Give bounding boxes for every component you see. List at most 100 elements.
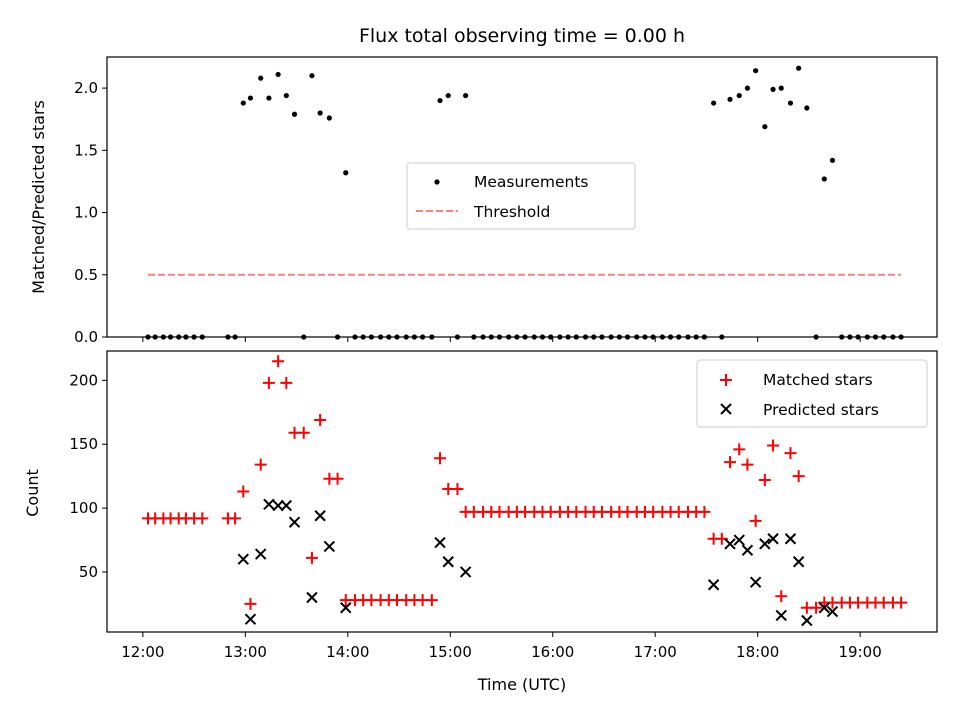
measurement-point [326, 115, 332, 121]
bottom-y-tick-label: 200 [69, 371, 98, 389]
predicted-star-point [442, 556, 454, 568]
measurement-point [770, 86, 776, 92]
bottom-x-tick-label: 19:00 [839, 643, 882, 661]
bottom-axis-ticks: 50 100 150 200 12:00 13:00 14:00 15:00 16:00 17:0… [69, 371, 881, 661]
matched-star-point [272, 355, 285, 368]
matched-legend-label: Matched stars [763, 371, 873, 389]
matched-star-point [262, 376, 275, 389]
matched-star-point [758, 474, 771, 487]
matched-star-point [698, 505, 711, 518]
measurement-point [240, 100, 246, 106]
top-y-tick-label: 1.0 [74, 204, 98, 222]
predicted-legend-label: Predicted stars [763, 401, 879, 419]
matched-legend-marker [720, 374, 732, 386]
measurement-point [762, 124, 768, 130]
matched-star-point [434, 452, 447, 465]
bottom-x-tick-label: 14:00 [326, 643, 369, 661]
bottom-legend-box [696, 359, 928, 428]
measurement-point [275, 71, 281, 78]
top-y-tick-label: 0.5 [74, 266, 98, 284]
matched-star-point [451, 482, 464, 495]
predicted-star-point [784, 533, 797, 545]
measurement-point [778, 85, 784, 91]
predicted-star-point [724, 538, 736, 550]
predicted-star-point [733, 534, 745, 546]
top-axis-ticks: 0.0 0.5 1.0 1.5 2.0 [74, 79, 861, 346]
matched-star-point [254, 458, 267, 471]
measurement-point [736, 92, 742, 99]
matched-star-point [244, 597, 257, 610]
measurement-point [796, 65, 802, 71]
measurement-point [283, 92, 289, 99]
measurement-point [829, 157, 836, 163]
matched-star-point [297, 426, 310, 439]
measurement-point [711, 100, 717, 106]
measurement-point [258, 75, 264, 81]
measurement-point [266, 95, 272, 101]
predicted-star-point [792, 556, 805, 568]
bottom-y-tick-label: 50 [79, 563, 98, 581]
predicted-star-point [818, 602, 830, 614]
measurement-point [247, 95, 254, 101]
top-legend: Measurements Threshold [406, 162, 636, 230]
predicted-star-point [775, 609, 787, 622]
threshold-legend-label: Threshold [473, 203, 550, 221]
bottom-y-axis-label: Count [23, 469, 42, 517]
bottom-axes-frame [106, 350, 938, 633]
matched-star-point [810, 601, 823, 614]
bottom-x-tick-label: 13:00 [224, 643, 267, 661]
matched-star-point [196, 512, 209, 525]
top-plot-area [145, 65, 904, 340]
matched-star-point [237, 485, 250, 498]
predicted-star-point [801, 614, 813, 627]
bottom-legend: Matched stars Predicted stars [696, 359, 928, 428]
top-y-tick-label: 2.0 [74, 79, 98, 97]
predicted-star-point [306, 591, 318, 604]
predicted-star-point [434, 536, 446, 549]
measurement-point [821, 176, 827, 182]
top-y-axis-label: Matched/Predicted stars [29, 100, 48, 294]
matched-star-point [724, 456, 737, 469]
predicted-star-point [280, 499, 293, 512]
bottom-plot-area [141, 355, 908, 627]
predicted-star-point [272, 499, 284, 512]
bottom-x-tick-label: 15:00 [429, 643, 472, 661]
bottom-x-tick-label: 12:00 [121, 643, 164, 661]
predicted-star-point [263, 498, 275, 510]
measurement-point [463, 92, 469, 99]
bottom-x-tick-label: 17:00 [634, 643, 677, 661]
matched-star-point [425, 594, 438, 607]
measurement-point [753, 68, 759, 74]
measurement-point [727, 96, 733, 102]
matched-star-point [895, 596, 908, 609]
bottom-y-tick-label: 150 [69, 435, 98, 453]
top-y-tick-label: 0.0 [74, 328, 98, 346]
predicted-star-point [237, 553, 249, 565]
top-axes-frame [106, 56, 938, 338]
matched-star-point [792, 470, 805, 483]
measurement-point [437, 97, 443, 104]
top-y-tick-label: 1.5 [74, 141, 98, 159]
measurement-point [317, 110, 323, 116]
predicted-star-point [707, 579, 720, 591]
matched-star-point [733, 443, 746, 456]
matched-star-point [784, 447, 797, 460]
matched-star-point [229, 512, 242, 525]
measurement-point [445, 92, 451, 99]
measurement-point [787, 100, 794, 106]
matched-star-point [741, 458, 754, 471]
bottom-x-tick-label: 16:00 [531, 643, 574, 661]
measurements-legend-label: Measurements [474, 173, 589, 191]
matched-star-point [775, 590, 788, 603]
bottom-x-axis-label: Time (UTC) [477, 675, 566, 694]
measurement-point [744, 85, 751, 91]
measurements-legend-marker [434, 179, 440, 185]
matched-star-point [305, 551, 318, 564]
predicted-legend-marker [720, 403, 732, 415]
matched-star-point [767, 439, 780, 452]
predicted-star-point [288, 516, 301, 528]
bottom-x-tick-label: 18:00 [736, 643, 779, 661]
predicted-star-point [759, 538, 771, 550]
matched-star-point [280, 376, 293, 389]
